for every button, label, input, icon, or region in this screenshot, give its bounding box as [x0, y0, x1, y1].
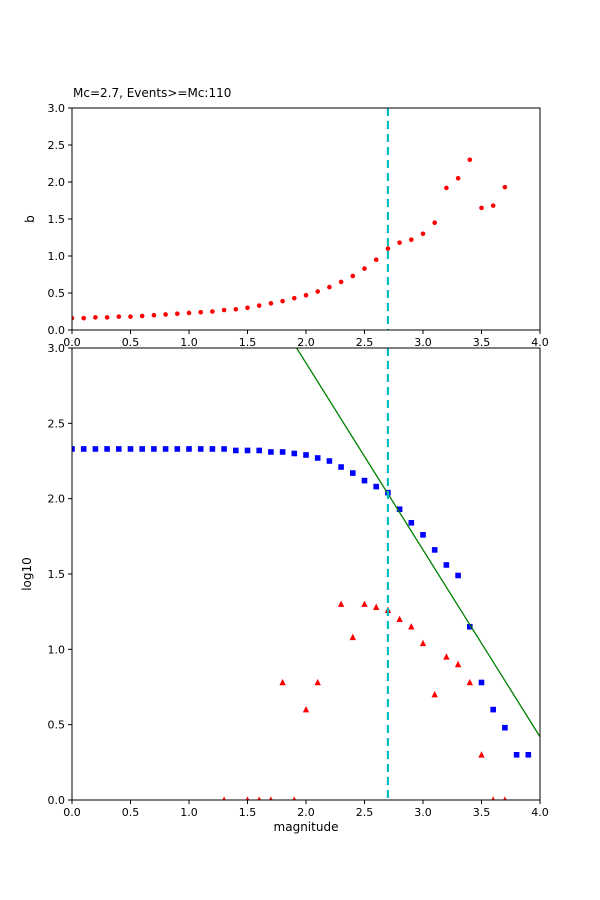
svg-text:2.0: 2.0	[297, 806, 315, 819]
svg-text:2.0: 2.0	[48, 493, 66, 506]
svg-text:3.5: 3.5	[473, 336, 491, 349]
svg-text:3.0: 3.0	[414, 806, 432, 819]
svg-text:1.0: 1.0	[180, 806, 198, 819]
chart-title: Mc=2.7, Events>=Mc:110	[73, 86, 232, 100]
svg-text:2.0: 2.0	[48, 176, 66, 189]
svg-text:3.0: 3.0	[48, 342, 66, 355]
svg-text:3.5: 3.5	[473, 806, 491, 819]
svg-text:3.0: 3.0	[48, 102, 66, 115]
svg-text:0.5: 0.5	[48, 719, 66, 732]
svg-text:1.5: 1.5	[48, 568, 66, 581]
svg-text:2.5: 2.5	[356, 336, 374, 349]
svg-text:0.0: 0.0	[63, 806, 81, 819]
svg-text:1.0: 1.0	[180, 336, 198, 349]
svg-text:0.0: 0.0	[48, 324, 66, 337]
svg-text:2.5: 2.5	[48, 417, 66, 430]
svg-text:0.5: 0.5	[122, 806, 140, 819]
svg-text:1.5: 1.5	[239, 806, 257, 819]
svg-text:4.0: 4.0	[531, 806, 549, 819]
svg-text:2.5: 2.5	[356, 806, 374, 819]
x-axis-label: magnitude	[273, 820, 339, 834]
svg-text:2.0: 2.0	[297, 336, 315, 349]
svg-text:1.0: 1.0	[48, 250, 66, 263]
svg-text:4.0: 4.0	[531, 336, 549, 349]
svg-text:1.5: 1.5	[48, 213, 66, 226]
axes-1: 0.0 0.5 1.0 1.5 2.0 2.5 3.0 3.5 4.0 0.0 0.5 1.0 1.5 2…	[48, 342, 549, 819]
svg-text:0.0: 0.0	[48, 794, 66, 807]
svg-text:3.0: 3.0	[414, 336, 432, 349]
svg-text:1.0: 1.0	[48, 643, 66, 656]
svg-text:1.5: 1.5	[239, 336, 257, 349]
svg-text:0.0: 0.0	[63, 336, 81, 349]
axes-0: 0.0 0.5 1.0 1.5 2.0 2.5 3.0 3.5 4.0 0.0 0.5 1.0 1.5 2…	[48, 102, 549, 349]
bottom-y-axis-label: log10	[20, 557, 34, 591]
top-y-axis-label: b	[23, 215, 37, 223]
svg-text:0.5: 0.5	[122, 336, 140, 349]
svg-text:0.5: 0.5	[48, 287, 66, 300]
svg-text:2.5: 2.5	[48, 139, 66, 152]
